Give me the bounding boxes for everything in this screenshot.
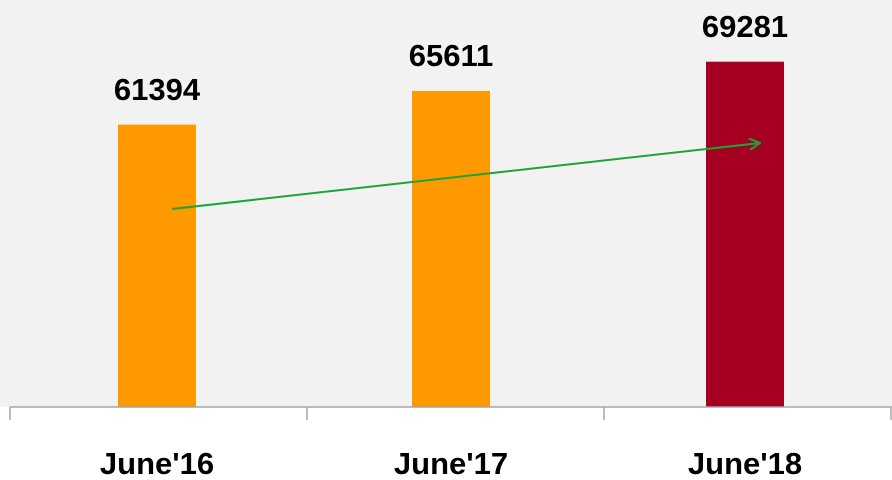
value-label: 61394 [114, 72, 201, 107]
x-tick-label: June'16 [100, 446, 214, 480]
x-tick-label: June'18 [688, 446, 802, 480]
bar [412, 90, 490, 407]
value-label: 65611 [409, 38, 494, 73]
trend-arrow [171, 143, 760, 210]
bar [118, 124, 196, 407]
bars [118, 61, 784, 407]
value-label: 69281 [702, 9, 788, 44]
bar [706, 61, 784, 407]
x-tick-label: June'17 [394, 446, 508, 480]
